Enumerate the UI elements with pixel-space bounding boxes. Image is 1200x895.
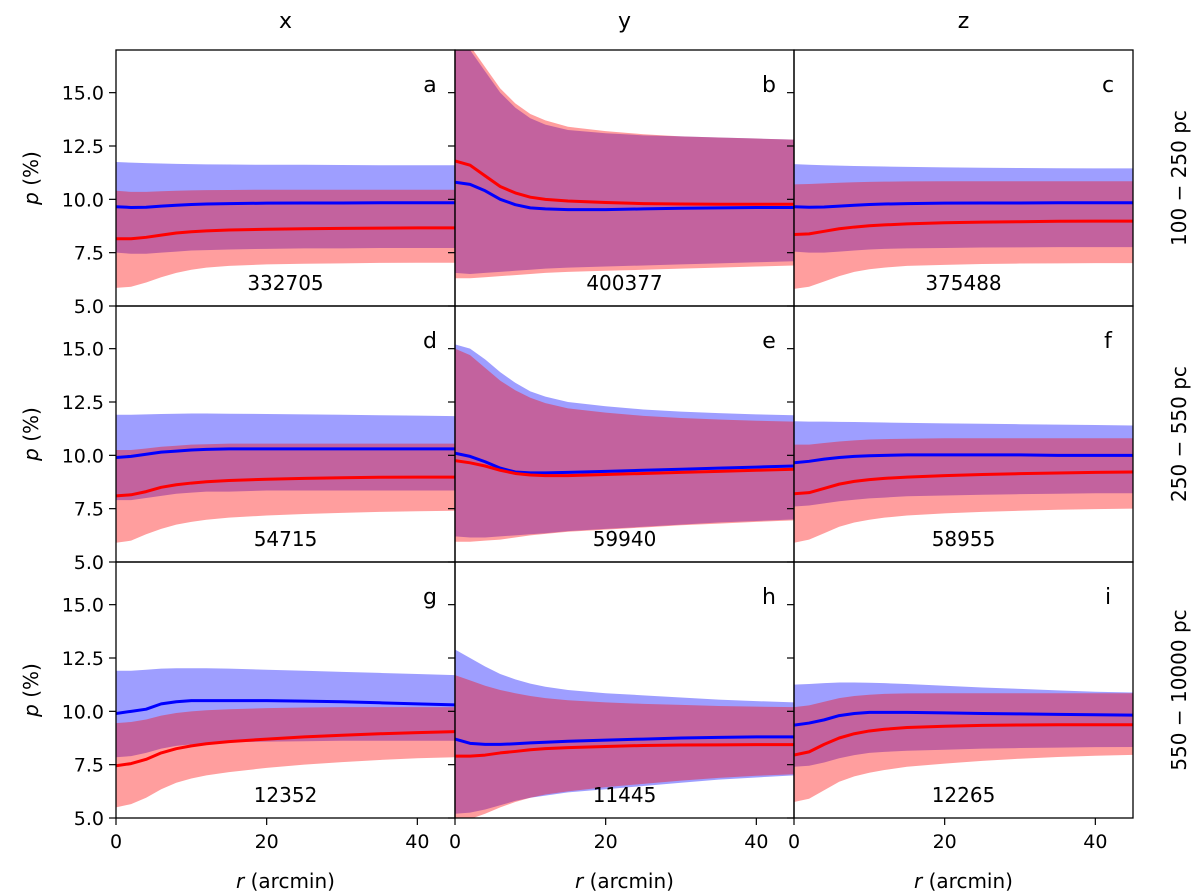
panel-e-plot-area — [455, 344, 794, 542]
xtick-label: 20 — [594, 831, 618, 853]
panel-g-red-band — [116, 707, 455, 808]
panel-b-blue-band — [455, 50, 794, 274]
panel-e-blue-band — [455, 344, 794, 538]
xtick-label: 0 — [449, 831, 461, 853]
panel-b-blue-line — [455, 180, 794, 212]
panel-d-red-line — [116, 475, 455, 498]
panel-c-blue-band — [794, 164, 1133, 253]
panel-h-blue-line — [455, 735, 794, 746]
column-title-z: z — [958, 9, 970, 34]
ytick-label: 15.0 — [62, 339, 104, 361]
xtick-label: 40 — [744, 831, 768, 853]
xtick-label: 20 — [255, 831, 279, 853]
ytick-label: 7.5 — [74, 755, 104, 777]
x-axis-label: r (arcmin) — [575, 869, 674, 893]
panel-a-plot-area — [116, 162, 455, 288]
xtick-label: 40 — [405, 831, 429, 853]
panel-count-b: 400377 — [586, 271, 662, 295]
y-axis-label: p (%) — [19, 407, 43, 462]
ytick-label: 12.5 — [62, 392, 104, 414]
panel-a-blue-line — [116, 201, 455, 209]
panel-a-red-band — [116, 189, 455, 288]
panel-c-plot-area — [794, 164, 1133, 289]
ytick-label: 12.5 — [62, 648, 104, 670]
panel-count-c: 375488 — [925, 271, 1001, 295]
row-label: 250 − 550 pc — [1167, 366, 1191, 502]
ytick-label: 7.5 — [74, 499, 104, 521]
panel-g-red-line — [116, 730, 455, 768]
xtick-label: 0 — [788, 831, 800, 853]
panel-letter-d: d — [423, 329, 437, 354]
panel-count-d: 54715 — [254, 527, 318, 551]
panel-d-blue-line — [116, 447, 455, 459]
ytick-label: 12.5 — [62, 136, 104, 158]
ytick-label: 15.0 — [62, 83, 104, 105]
x-axis-label: r (arcmin) — [914, 869, 1013, 893]
panel-count-g: 12352 — [254, 783, 318, 807]
x-axis-label: r (arcmin) — [236, 869, 335, 893]
panel-e-red-line — [455, 459, 794, 478]
panel-b-red-line — [455, 159, 794, 206]
panel-a-red-line — [116, 226, 455, 241]
ytick-label: 10.0 — [62, 189, 104, 211]
panel-e-red-band — [455, 348, 794, 542]
xtick-label: 40 — [1083, 831, 1107, 853]
ytick-label: 10.0 — [62, 445, 104, 467]
panel-f-red-line — [794, 470, 1133, 496]
panel-f-blue-line — [794, 453, 1133, 465]
panel-b-plot-area — [455, 50, 794, 279]
panel-b-red-band — [455, 50, 794, 279]
panel-i-red-band — [794, 693, 1133, 802]
panel-count-e: 59940 — [593, 527, 657, 551]
column-title-x: x — [279, 9, 292, 34]
row-label: 550 − 10000 pc — [1167, 609, 1191, 770]
xtick-label: 20 — [933, 831, 957, 853]
ytick-label: 5.0 — [74, 296, 104, 318]
panel-letter-h: h — [762, 585, 776, 610]
ytick-label: 5.0 — [74, 808, 104, 830]
panel-count-h: 11445 — [593, 783, 657, 807]
panel-letter-f: f — [1104, 329, 1113, 354]
panel-letter-g: g — [423, 585, 437, 610]
panel-i-plot-area — [794, 682, 1133, 802]
row-label: 100 − 250 pc — [1167, 110, 1191, 246]
column-title-y: y — [618, 9, 631, 34]
ytick-label: 15.0 — [62, 595, 104, 617]
y-axis-label: p (%) — [19, 663, 43, 718]
panel-f-red-band — [794, 438, 1133, 543]
panel-e-blue-line — [455, 451, 794, 475]
panel-letter-e: e — [762, 329, 776, 354]
panel-letter-b: b — [762, 73, 776, 98]
panel-i-blue-line — [794, 710, 1133, 727]
panel-g-plot-area — [116, 668, 455, 808]
panel-count-f: 58955 — [932, 527, 996, 551]
panel-count-a: 332705 — [247, 271, 323, 295]
panel-h-plot-area — [455, 649, 794, 818]
ytick-label: 5.0 — [74, 552, 104, 574]
panel-h-red-line — [455, 743, 794, 758]
panel-c-blue-line — [794, 201, 1133, 209]
panel-letter-i: i — [1105, 585, 1111, 610]
panel-letter-a: a — [423, 73, 436, 98]
panel-f-plot-area — [794, 421, 1133, 543]
panel-d-red-band — [116, 443, 455, 543]
xtick-label: 0 — [110, 831, 122, 853]
panel-i-red-line — [794, 723, 1133, 757]
panel-letter-c: c — [1102, 73, 1114, 98]
panel-c-red-line — [794, 219, 1133, 237]
ytick-label: 10.0 — [62, 701, 104, 723]
panel-i-frame — [793, 561, 1134, 819]
panel-d-plot-area — [116, 413, 455, 543]
panel-f-blue-band — [794, 421, 1133, 507]
panel-count-i: 12265 — [932, 783, 996, 807]
ytick-label: 7.5 — [74, 243, 104, 265]
panel-h-blue-band — [455, 649, 794, 814]
panel-c-red-band — [794, 181, 1133, 289]
panel-g-blue-line — [116, 699, 455, 715]
y-axis-label: p (%) — [19, 151, 43, 206]
